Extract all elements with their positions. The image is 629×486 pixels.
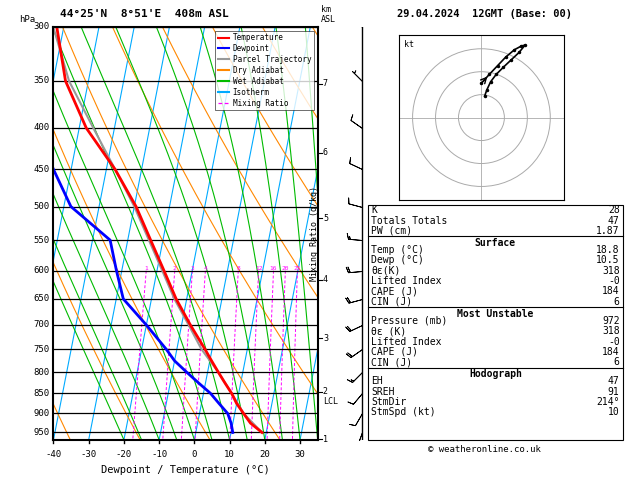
Text: hPa: hPa bbox=[19, 15, 35, 24]
Text: 1: 1 bbox=[144, 266, 148, 271]
Text: Surface: Surface bbox=[475, 238, 516, 248]
Text: © weatheronline.co.uk: © weatheronline.co.uk bbox=[428, 445, 541, 454]
Text: K: K bbox=[371, 205, 377, 215]
Text: 500: 500 bbox=[33, 202, 50, 211]
Text: 350: 350 bbox=[33, 76, 50, 86]
Text: 5: 5 bbox=[323, 214, 328, 223]
Text: 12: 12 bbox=[255, 266, 262, 271]
Text: 29.04.2024  12GMT (Base: 00): 29.04.2024 12GMT (Base: 00) bbox=[397, 9, 572, 19]
Text: θε(K): θε(K) bbox=[371, 266, 401, 276]
Text: 10: 10 bbox=[224, 450, 235, 459]
Text: Lifted Index: Lifted Index bbox=[371, 336, 442, 347]
Text: 850: 850 bbox=[33, 389, 50, 398]
Text: 750: 750 bbox=[33, 345, 50, 354]
Text: 900: 900 bbox=[33, 409, 50, 418]
Text: Dewp (°C): Dewp (°C) bbox=[371, 255, 424, 265]
Text: 184: 184 bbox=[602, 286, 620, 296]
Text: 18.8: 18.8 bbox=[596, 245, 620, 255]
Text: LCL: LCL bbox=[323, 397, 338, 406]
Text: -10: -10 bbox=[151, 450, 167, 459]
Text: 2: 2 bbox=[323, 387, 328, 396]
Text: Mixing Ratio (g/kg): Mixing Ratio (g/kg) bbox=[310, 186, 319, 281]
Text: Hodograph: Hodograph bbox=[469, 369, 522, 380]
Text: 20: 20 bbox=[259, 450, 270, 459]
Text: θε (K): θε (K) bbox=[371, 326, 406, 336]
Text: 214°: 214° bbox=[596, 397, 620, 407]
Text: 6: 6 bbox=[323, 148, 328, 157]
Text: 8: 8 bbox=[237, 266, 240, 271]
Text: -30: -30 bbox=[81, 450, 97, 459]
Text: 650: 650 bbox=[33, 295, 50, 303]
Text: EH: EH bbox=[371, 376, 383, 386]
Text: 2: 2 bbox=[173, 266, 177, 271]
Text: 4: 4 bbox=[204, 266, 207, 271]
Text: -20: -20 bbox=[116, 450, 132, 459]
Text: CAPE (J): CAPE (J) bbox=[371, 286, 418, 296]
Text: -40: -40 bbox=[45, 450, 62, 459]
Text: 6: 6 bbox=[614, 297, 620, 307]
Text: 20: 20 bbox=[282, 266, 289, 271]
Text: 10.5: 10.5 bbox=[596, 255, 620, 265]
Text: CIN (J): CIN (J) bbox=[371, 357, 412, 367]
Text: 4: 4 bbox=[323, 276, 328, 284]
Text: 91: 91 bbox=[608, 387, 620, 397]
Text: 47: 47 bbox=[608, 215, 620, 226]
Text: 6: 6 bbox=[614, 357, 620, 367]
Text: 47: 47 bbox=[608, 376, 620, 386]
Text: 3: 3 bbox=[323, 334, 328, 343]
Text: 1: 1 bbox=[323, 434, 328, 444]
Legend: Temperature, Dewpoint, Parcel Trajectory, Dry Adiabat, Wet Adiabat, Isotherm, Mi: Temperature, Dewpoint, Parcel Trajectory… bbox=[215, 31, 314, 110]
Text: 1.87: 1.87 bbox=[596, 226, 620, 236]
Text: 950: 950 bbox=[33, 428, 50, 437]
Text: 44°25'N  8°51'E  408m ASL: 44°25'N 8°51'E 408m ASL bbox=[60, 9, 228, 19]
Text: 800: 800 bbox=[33, 367, 50, 377]
Text: 300: 300 bbox=[33, 22, 50, 31]
Text: CAPE (J): CAPE (J) bbox=[371, 347, 418, 357]
Text: StmSpd (kt): StmSpd (kt) bbox=[371, 407, 436, 417]
Text: km
ASL: km ASL bbox=[321, 5, 336, 24]
Text: 450: 450 bbox=[33, 165, 50, 174]
Text: 400: 400 bbox=[33, 123, 50, 133]
Text: StmDir: StmDir bbox=[371, 397, 406, 407]
Text: 972: 972 bbox=[602, 316, 620, 326]
Text: 7: 7 bbox=[323, 80, 328, 88]
Text: 0: 0 bbox=[192, 450, 197, 459]
Text: SREH: SREH bbox=[371, 387, 394, 397]
Text: -0: -0 bbox=[608, 276, 620, 286]
Text: PW (cm): PW (cm) bbox=[371, 226, 412, 236]
Text: 16: 16 bbox=[270, 266, 277, 271]
Text: Dewpoint / Temperature (°C): Dewpoint / Temperature (°C) bbox=[101, 465, 270, 475]
Text: 318: 318 bbox=[602, 326, 620, 336]
Text: 318: 318 bbox=[602, 266, 620, 276]
Text: 3: 3 bbox=[191, 266, 194, 271]
Text: 30: 30 bbox=[294, 450, 306, 459]
Text: Most Unstable: Most Unstable bbox=[457, 309, 533, 319]
Text: 700: 700 bbox=[33, 320, 50, 330]
Text: Pressure (mb): Pressure (mb) bbox=[371, 316, 447, 326]
Text: 25: 25 bbox=[294, 266, 301, 271]
Text: -0: -0 bbox=[608, 336, 620, 347]
Text: Totals Totals: Totals Totals bbox=[371, 215, 447, 226]
Text: kt: kt bbox=[404, 40, 414, 49]
Text: CIN (J): CIN (J) bbox=[371, 297, 412, 307]
Text: 10: 10 bbox=[608, 407, 620, 417]
Text: Lifted Index: Lifted Index bbox=[371, 276, 442, 286]
Text: 550: 550 bbox=[33, 236, 50, 244]
Text: Temp (°C): Temp (°C) bbox=[371, 245, 424, 255]
Text: 600: 600 bbox=[33, 266, 50, 275]
Text: 28: 28 bbox=[608, 205, 620, 215]
Text: 184: 184 bbox=[602, 347, 620, 357]
